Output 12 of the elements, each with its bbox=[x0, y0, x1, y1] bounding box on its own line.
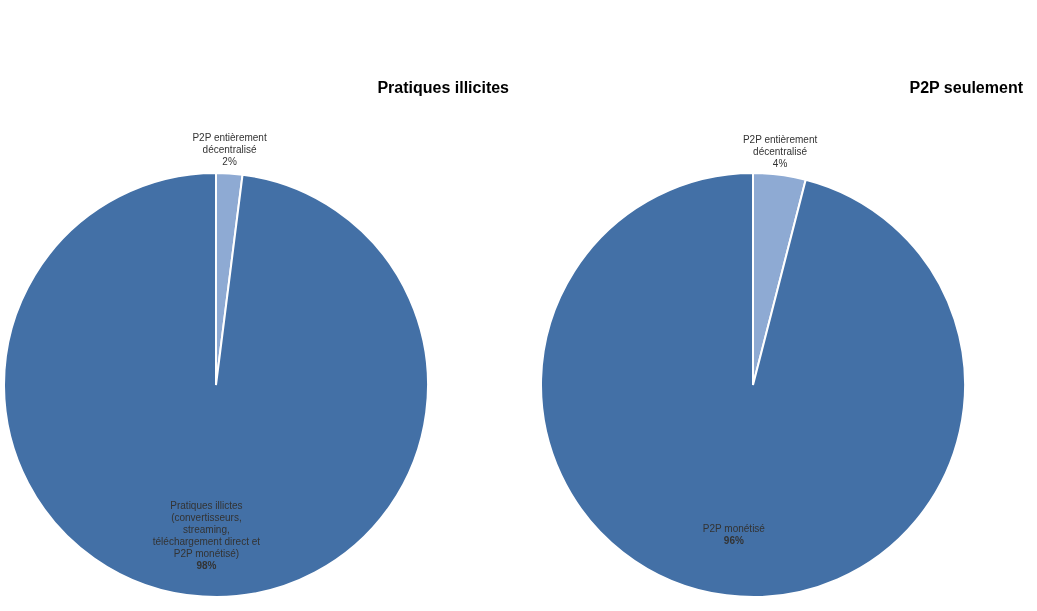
data-label: 98% bbox=[196, 560, 217, 572]
data-label: 2% bbox=[222, 156, 237, 168]
slice-label: P2P entièrement décentralisé bbox=[192, 132, 267, 156]
pie-slice bbox=[540, 172, 966, 598]
slice-label: Pratiques illictes (convertisseurs, streaming, téléchargement direct et P2P monétisé) bbox=[152, 500, 261, 560]
slice-label: P2P entièrement décentralisé bbox=[742, 133, 818, 157]
data-label: 96% bbox=[723, 535, 744, 547]
data-label: 4% bbox=[772, 157, 788, 169]
chart-title: Pratiques illicites bbox=[377, 79, 510, 96]
slice-label: P2P monétisé bbox=[702, 523, 766, 535]
chart-title: P2P seulement bbox=[909, 79, 1024, 96]
pie-slice bbox=[3, 172, 429, 598]
